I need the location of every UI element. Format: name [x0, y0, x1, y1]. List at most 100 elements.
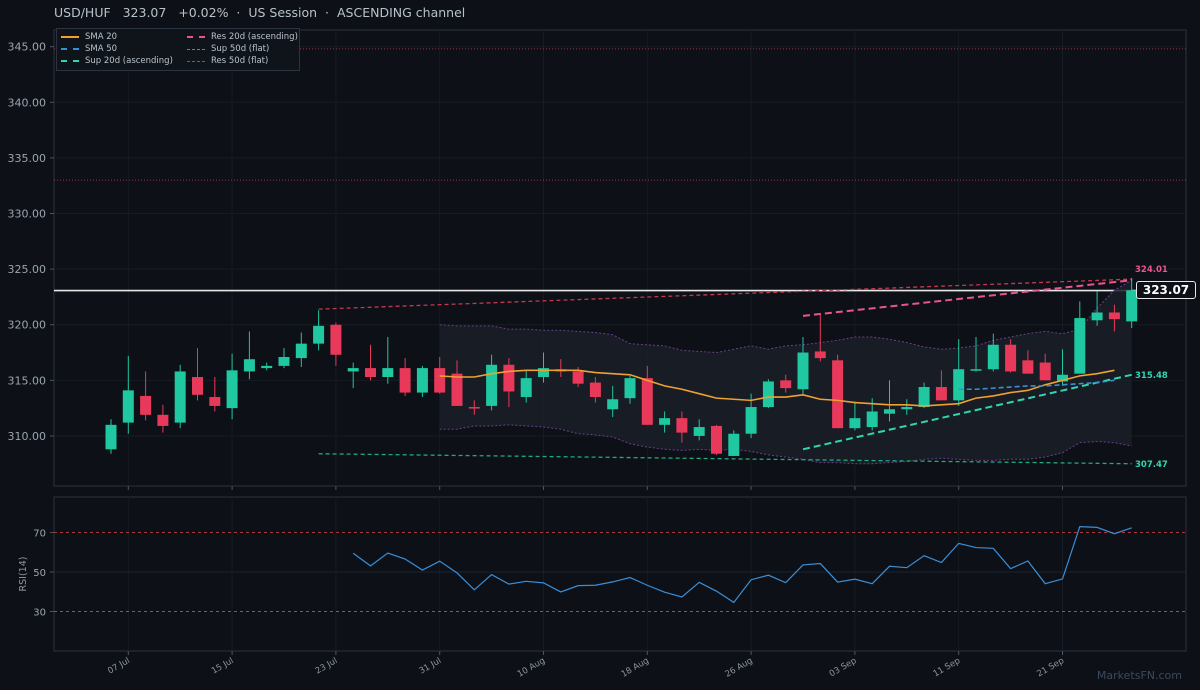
candle-body	[1108, 312, 1120, 320]
sma-value-label: 315.48	[1135, 371, 1168, 381]
candle-body	[1126, 290, 1138, 322]
x-tick-label: 23 Jul	[314, 656, 340, 677]
sma50-line	[958, 379, 1115, 391]
candle-body	[711, 425, 722, 454]
channel-label: ASCENDING channel	[336, 5, 466, 20]
candle-body	[261, 365, 273, 369]
candle-body	[365, 368, 376, 378]
x-tick-label: 10 Aug	[516, 656, 547, 680]
legend-swatch	[187, 36, 205, 38]
legend-label: SMA 20	[85, 32, 118, 42]
candle-body	[832, 360, 844, 429]
candle-body	[728, 433, 740, 456]
watermark: MarketsFN.com	[1096, 669, 1182, 682]
y-tick-label: 345.00	[8, 41, 47, 54]
candle-body	[780, 380, 792, 389]
bollinger-upper-line	[439, 279, 1132, 354]
candle-body	[918, 387, 930, 408]
legend-label: Res 20d (ascending)	[211, 32, 298, 42]
candle-body	[295, 343, 307, 359]
symbol-label: USD/HUF	[54, 5, 111, 20]
candle-body	[1091, 312, 1103, 321]
candle-body	[468, 407, 480, 409]
candle-body	[140, 395, 152, 415]
candle-body	[953, 369, 965, 401]
candle-body	[659, 418, 671, 425]
last-price-label: 323.07	[122, 5, 167, 20]
candle-body	[192, 377, 203, 395]
candle-body	[347, 368, 359, 372]
candle-body	[105, 424, 117, 450]
candle-body	[935, 387, 947, 401]
candle-body	[226, 370, 238, 409]
change-label: +0.02%	[178, 5, 229, 20]
x-tick-label: 18 Aug	[620, 656, 651, 680]
session-label: US Session	[248, 5, 318, 20]
bollinger-lower-line	[439, 424, 1132, 465]
y-tick-label: 335.00	[8, 152, 47, 165]
legend-item-res20: Res 20d (ascending)	[187, 31, 298, 43]
candle-body	[866, 411, 878, 428]
candle-body	[451, 373, 463, 406]
candle-body	[589, 382, 601, 398]
legend-item-sup50: Sup 50d (flat)	[187, 43, 269, 55]
legend-item-res50: Res 50d (flat)	[187, 55, 268, 67]
x-tick-label: 07 Jul	[106, 656, 132, 677]
candle-body	[849, 418, 861, 429]
candle-body	[641, 378, 653, 425]
candle-body	[987, 344, 999, 370]
res-20d-line	[802, 279, 1132, 317]
separator: ·	[236, 5, 241, 20]
legend-label: SMA 50	[85, 44, 118, 54]
rsi-panel	[53, 496, 1187, 652]
candle-body	[174, 371, 186, 423]
candle-body	[122, 390, 134, 423]
rsi-y-tick-label: 30	[33, 608, 46, 619]
legend-label: Sup 20d (ascending)	[85, 56, 173, 66]
candle-body	[762, 381, 774, 408]
candle-body	[416, 368, 428, 393]
candle-body	[1022, 360, 1034, 374]
legend-label: Sup 50d (flat)	[211, 44, 270, 54]
x-tick-label: 03 Sep	[828, 656, 859, 679]
candle-body	[884, 409, 895, 414]
rsi-y-tick-label: 50	[33, 568, 46, 579]
candle-body	[624, 378, 636, 399]
candle-body	[1057, 374, 1068, 382]
candle-body	[278, 356, 290, 366]
x-tick-label: 31 Jul	[418, 656, 444, 677]
candle-body	[797, 352, 809, 390]
legend-swatch	[187, 60, 205, 62]
legend: SMA 20 SMA 50 Sup 20d (ascending) Res 20…	[56, 28, 300, 71]
rsi-y-tick-label: 70	[33, 529, 46, 540]
sup50-value-label: 307.47	[1135, 460, 1168, 470]
x-tick-label: 15 Jul	[210, 656, 236, 677]
candle-body	[693, 427, 705, 436]
last-price-tag: 323.07	[1136, 281, 1196, 299]
candle-body	[399, 368, 411, 393]
y-tick-label: 325.00	[8, 263, 47, 276]
legend-swatch	[187, 48, 205, 50]
candle-body	[330, 324, 342, 355]
candle-body	[434, 368, 446, 393]
candle-body	[382, 368, 394, 378]
candle-body	[243, 359, 255, 372]
candle-body	[901, 407, 913, 410]
sup-50d-line	[318, 453, 1132, 465]
separator: ·	[325, 5, 330, 20]
legend-item-sma50: SMA 50	[61, 43, 117, 55]
chart-header: USD/HUF 323.07 +0.02% · US Session · ASC…	[54, 5, 465, 20]
candle-body	[1039, 362, 1051, 381]
candle-body	[970, 369, 982, 371]
sup-20d-line	[802, 373, 1132, 451]
candle-body	[313, 325, 325, 344]
candle-body	[1005, 344, 1017, 372]
x-tick-label: 11 Sep	[932, 656, 963, 679]
candle-body	[486, 364, 498, 406]
legend-swatch	[61, 60, 79, 62]
y-tick-label: 320.00	[8, 319, 47, 332]
y-tick-label: 330.00	[8, 208, 47, 221]
candle-body	[607, 399, 619, 410]
